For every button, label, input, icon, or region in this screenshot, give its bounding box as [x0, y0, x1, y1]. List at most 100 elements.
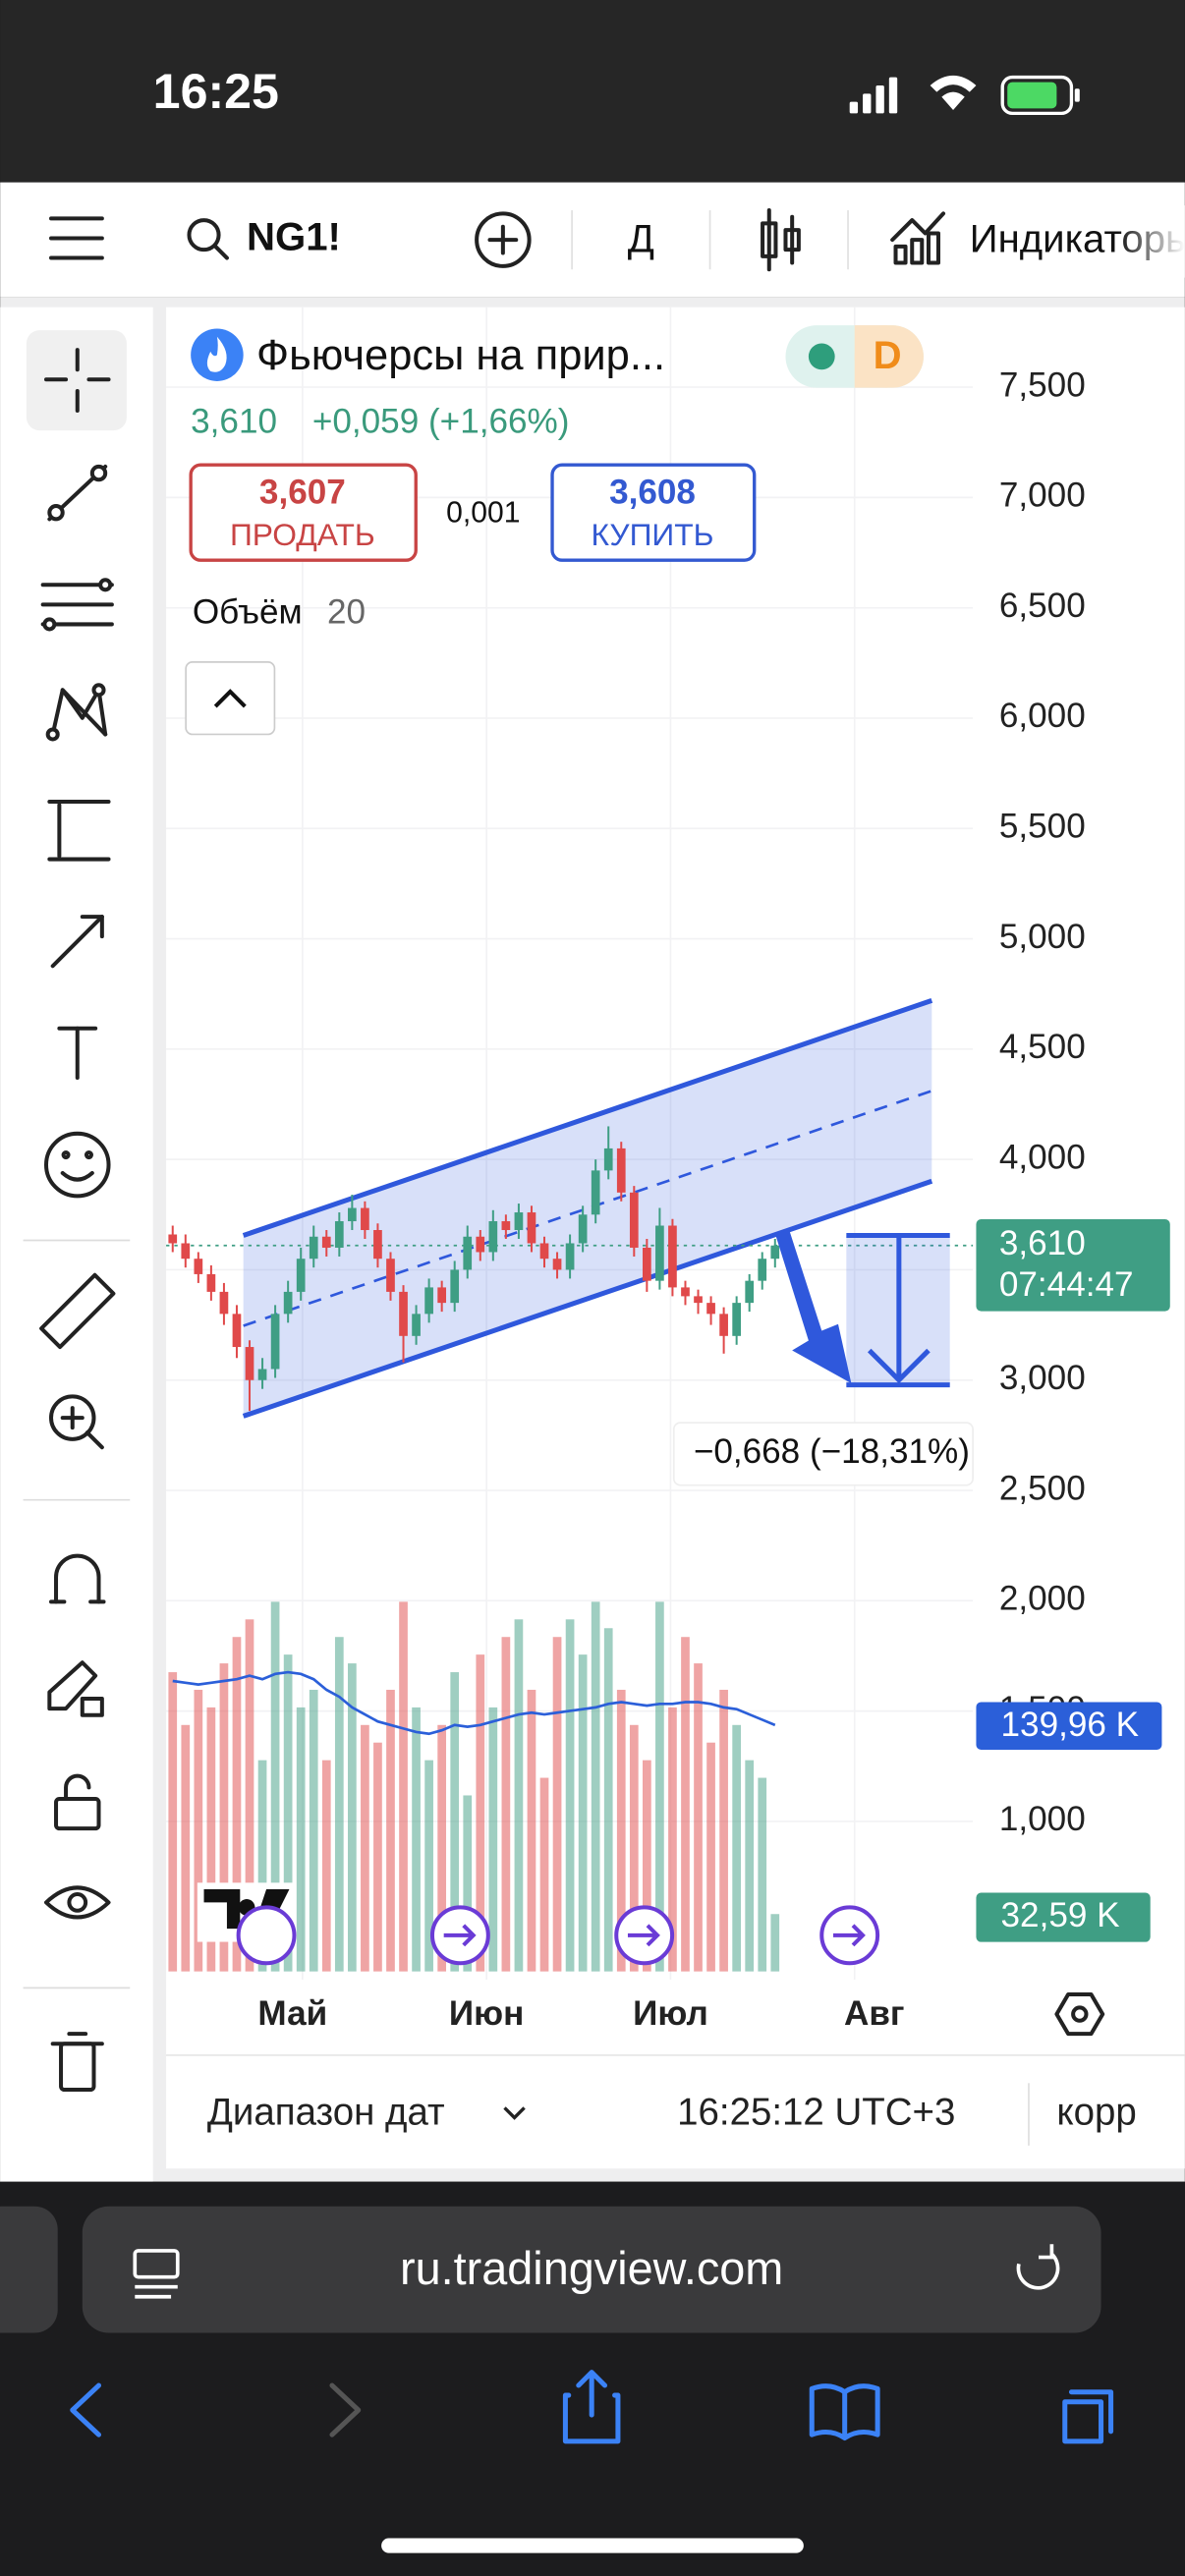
volume-bar — [758, 1777, 767, 1972]
volume-bar — [591, 1601, 600, 1972]
reload[interactable] — [1016, 2244, 1060, 2290]
add-symbol-button[interactable] — [475, 211, 532, 268]
clock: 16:25 — [153, 64, 279, 119]
candle-body — [334, 1221, 344, 1248]
clock-utc[interactable]: 16:25:12 UTC+3 — [677, 2091, 955, 2133]
share-button[interactable] — [562, 2370, 621, 2444]
address-bar[interactable] — [82, 2206, 1101, 2333]
volume-bar — [565, 1619, 575, 1972]
y-tick-label: 4,000 — [999, 1138, 1086, 1176]
buy-label: КУПИТЬ — [592, 517, 714, 552]
buy-button[interactable]: 3,608 КУПИТЬ — [550, 463, 757, 562]
y-tick-label: 2,000 — [999, 1580, 1086, 1618]
bookmarks-button[interactable] — [809, 2383, 880, 2441]
volume-bar — [745, 1760, 755, 1972]
fib-tool[interactable] — [40, 578, 114, 632]
candle-body — [219, 1291, 229, 1315]
settings-button[interactable] — [1054, 1992, 1105, 2037]
crosshair-tool[interactable] — [43, 348, 111, 414]
price-change: +0,059 (+1,66%) — [312, 403, 570, 441]
candle-body — [655, 1225, 664, 1281]
visibility-tool[interactable] — [43, 1885, 111, 1920]
adjust-button[interactable]: корр — [1056, 2091, 1136, 2133]
volume-bar — [655, 1601, 664, 1972]
measure-label: −0,668 (−18,31%) — [672, 1422, 974, 1486]
candle-body — [719, 1314, 728, 1336]
event-markers[interactable] — [236, 1905, 880, 1966]
candle-body — [373, 1230, 382, 1260]
delete-tool[interactable] — [50, 2032, 104, 2093]
candle-body — [168, 1234, 178, 1244]
pattern-tool[interactable] — [45, 683, 108, 742]
x-tick-label: Авг — [844, 1994, 905, 2033]
interval-button[interactable]: Д — [628, 216, 654, 260]
candle-body — [450, 1269, 460, 1304]
volume-bar — [681, 1637, 690, 1972]
prev-tab[interactable] — [0, 2206, 58, 2333]
y-tick-label: 5,000 — [999, 918, 1086, 956]
volume-pane — [166, 1244, 974, 1972]
measure-tool — [775, 1228, 950, 1388]
ma-tag-label: 139,96 K — [1001, 1706, 1140, 1744]
volume-tag — [976, 1892, 1151, 1942]
candles — [168, 1126, 780, 1412]
candle-body — [578, 1214, 588, 1244]
ruler-tool[interactable] — [39, 1272, 116, 1350]
forward-button[interactable] — [329, 2382, 362, 2437]
projection-tool[interactable] — [47, 800, 111, 862]
tabs-button[interactable] — [1062, 2389, 1114, 2444]
candle-body — [501, 1221, 511, 1231]
volume-bar — [539, 1777, 549, 1972]
volume-bar — [578, 1654, 588, 1972]
y-tick-label: 7,500 — [999, 365, 1086, 404]
trendline-tool[interactable] — [47, 464, 108, 522]
reader-icon[interactable] — [133, 2249, 180, 2299]
candle-body — [232, 1314, 242, 1348]
candle-body — [283, 1291, 293, 1315]
candle-body — [321, 1236, 331, 1248]
x-tick-label: Июл — [633, 1994, 708, 2033]
candle-body — [257, 1369, 267, 1380]
text-tool[interactable] — [57, 1026, 98, 1080]
measure-text: −0,668 (−18,31%) — [694, 1432, 970, 1471]
candle-body — [181, 1243, 191, 1260]
indicators-icon[interactable] — [890, 211, 946, 265]
volume-bar — [706, 1742, 715, 1972]
symbol-title[interactable]: Фьючерсы на прир... — [256, 332, 665, 379]
y-tick-label: 6,000 — [999, 697, 1086, 735]
back-button[interactable] — [70, 2382, 102, 2437]
volume-bar — [527, 1689, 536, 1972]
collapse-button[interactable] — [185, 661, 276, 736]
symbol-search[interactable]: NG1! — [187, 215, 341, 260]
date-range-button[interactable]: Диапазон дат — [207, 2091, 445, 2133]
volume-bar — [514, 1619, 524, 1972]
emoji-tool[interactable] — [43, 1131, 111, 1199]
arrow-tool[interactable] — [50, 915, 104, 969]
y-tick-label: 4,500 — [999, 1028, 1086, 1066]
lock-drawings-tool[interactable] — [47, 1660, 104, 1717]
candle-body — [603, 1148, 613, 1171]
y-tick-label: 6,500 — [999, 587, 1086, 625]
price-tag — [976, 1218, 1170, 1312]
magnet-tool[interactable] — [49, 1553, 106, 1604]
chevron — [503, 2106, 526, 2120]
chart-type-button[interactable] — [761, 208, 801, 272]
volume-bar — [668, 1707, 677, 1972]
countdown: 07:44:47 — [999, 1265, 1134, 1304]
candle-body — [206, 1273, 216, 1292]
volume-bar — [463, 1795, 473, 1972]
volume-bar — [488, 1707, 498, 1972]
volume-bar — [296, 1707, 306, 1972]
zoom-tool[interactable] — [49, 1394, 104, 1450]
sell-button[interactable]: 3,607 ПРОДАТЬ — [189, 463, 418, 562]
candle-body — [591, 1170, 600, 1215]
volume-bar — [603, 1628, 613, 1972]
lock-tool[interactable] — [54, 1773, 101, 1831]
spread: 0,001 — [446, 496, 520, 529]
toolbar — [0, 182, 1185, 298]
menu-button[interactable] — [49, 216, 104, 260]
symbol: NG1! — [247, 215, 341, 259]
status-bar — [0, 0, 1185, 183]
volume-legend-value: 20 — [327, 593, 366, 632]
